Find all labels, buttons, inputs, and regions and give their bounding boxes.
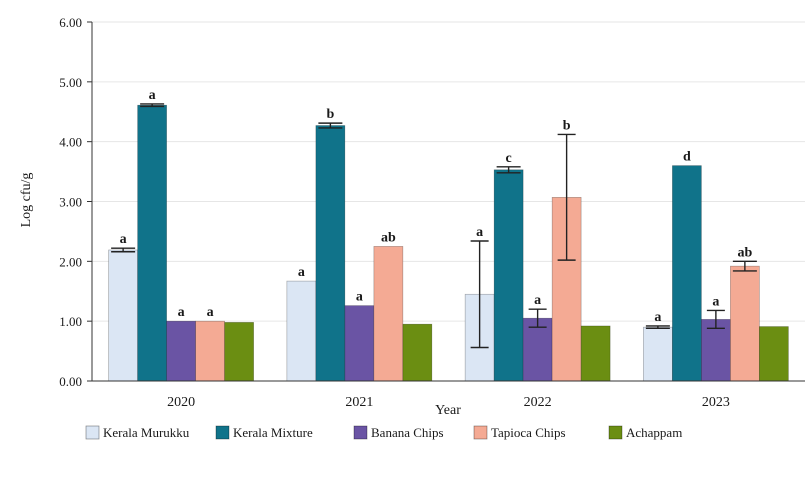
bar-tapioca-chips-2021 [373, 246, 404, 382]
bar-kerala-murukku-2020 [108, 249, 138, 382]
significance-label: a [207, 305, 214, 320]
y-axis-label: Log cfu/g [19, 173, 34, 228]
y-tick-label: 0.00 [59, 374, 82, 389]
bar-kerala-mixture-2022 [493, 169, 524, 382]
legend-swatch [85, 425, 100, 440]
significance-label: a [178, 305, 185, 320]
legend-label: Tapioca Chips [491, 425, 566, 440]
x-axis-ticks: 2020 2021 2022 2023 [167, 395, 730, 410]
bars-layer [108, 104, 789, 382]
significance-label: a [712, 294, 719, 309]
bar-kerala-murukku-2023 [643, 326, 673, 382]
error-bars-layer [111, 103, 757, 349]
legend-swatch [215, 425, 230, 440]
significance-label: a [298, 265, 305, 280]
legend-label: Banana Chips [371, 425, 444, 440]
bar-banana-chips-2021 [344, 305, 375, 382]
bar-tapioca-chips-2023 [730, 265, 760, 382]
bar-kerala-mixture-2020 [137, 104, 167, 382]
significance-label: d [683, 150, 691, 165]
significance-label: a [356, 290, 363, 305]
y-tick-label: 4.00 [59, 135, 82, 150]
legend-swatch [473, 425, 488, 440]
legend-label: Kerala Murukku [103, 425, 190, 440]
bar-achappam-2020 [224, 322, 254, 382]
significance-label: b [326, 107, 334, 122]
significance-label: ab [381, 230, 396, 245]
y-tick-label: 1.00 [59, 314, 82, 329]
y-tick-label: 5.00 [59, 75, 82, 90]
significance-label: a [534, 293, 541, 308]
x-tick-label: 2022 [524, 395, 552, 410]
x-tick-label: 2020 [167, 395, 195, 410]
bar-tapioca-chips-2020 [195, 320, 225, 382]
x-tick-label: 2023 [702, 395, 730, 410]
y-tick-label: 6.00 [59, 15, 82, 30]
bar-kerala-murukku-2021 [286, 280, 317, 382]
y-axis-ticks: 0.00 1.00 2.00 3.00 4.00 5.00 6.00 [59, 15, 92, 389]
y-tick-label: 2.00 [59, 254, 82, 269]
significance-label: c [506, 151, 512, 166]
significance-label: ab [737, 245, 752, 260]
legend: Kerala Murukku Kerala Mixture Banana Chips… [85, 425, 682, 440]
significance-label: a [149, 88, 156, 103]
significance-label: a [120, 232, 127, 247]
x-tick-label: 2021 [345, 395, 373, 410]
bar-banana-chips-2020 [166, 320, 196, 382]
significance-label: a [476, 225, 483, 240]
bar-achappam-2023 [759, 326, 789, 382]
bar-kerala-mixture-2021 [315, 125, 346, 382]
x-axis-label: Year [435, 403, 461, 418]
bar-achappam-2021 [402, 323, 433, 382]
y-tick-label: 3.00 [59, 195, 82, 210]
bar-kerala-mixture-2023 [672, 165, 702, 382]
significance-label: b [563, 118, 571, 133]
legend-label: Achappam [626, 425, 682, 440]
legend-label: Kerala Mixture [233, 425, 313, 440]
legend-swatch [353, 425, 368, 440]
significance-label: a [654, 310, 661, 325]
bar-achappam-2022 [580, 325, 611, 382]
legend-swatch [608, 425, 623, 440]
